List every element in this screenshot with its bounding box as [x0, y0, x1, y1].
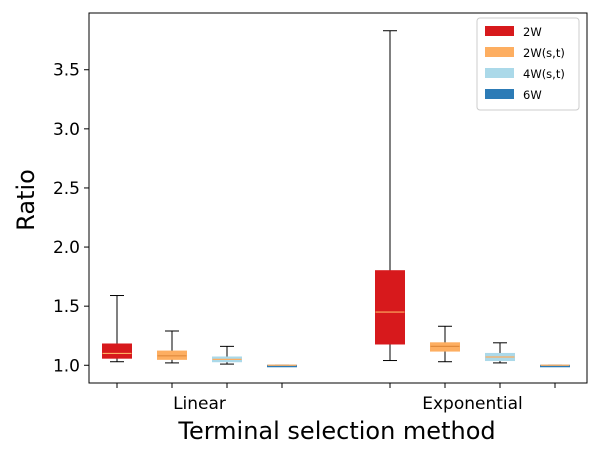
y-tick-label: 3.5	[53, 61, 80, 81]
x-tick-label-exponential: Exponential	[422, 394, 523, 414]
box-6w-linear	[268, 365, 297, 367]
x-axis-title: Terminal selection method	[177, 417, 495, 445]
y-tick-label: 3.0	[53, 120, 80, 140]
x-axis: Linear Exponential	[117, 383, 555, 414]
legend-swatch-2w-s-t	[485, 47, 514, 57]
legend-swatch-4w-s-t	[485, 68, 514, 78]
box-body	[376, 271, 405, 344]
legend-label-4w-s-t: 4W(s,t)	[523, 67, 565, 81]
y-axis-title: Ratio	[12, 169, 40, 231]
y-axis: 1.0 1.5 2.0 2.5 3.0 3.5	[53, 61, 89, 377]
y-tick-label: 1.5	[53, 297, 80, 317]
legend-label-2w: 2W	[523, 25, 542, 39]
x-tick-label-linear: Linear	[173, 394, 226, 414]
legend-swatch-2w	[485, 26, 514, 36]
y-tick-label: 2.5	[53, 179, 80, 199]
legend: 2W 2W(s,t) 4W(s,t) 6W	[477, 18, 579, 110]
y-tick-label: 2.0	[53, 238, 80, 258]
legend-label-2w-s-t: 2W(s,t)	[523, 46, 565, 60]
box-body	[103, 344, 132, 358]
box-6w-exponential	[541, 365, 570, 367]
legend-swatch-6w	[485, 89, 514, 99]
y-tick-label: 1.0	[53, 356, 80, 376]
legend-label-6w: 6W	[523, 88, 542, 102]
